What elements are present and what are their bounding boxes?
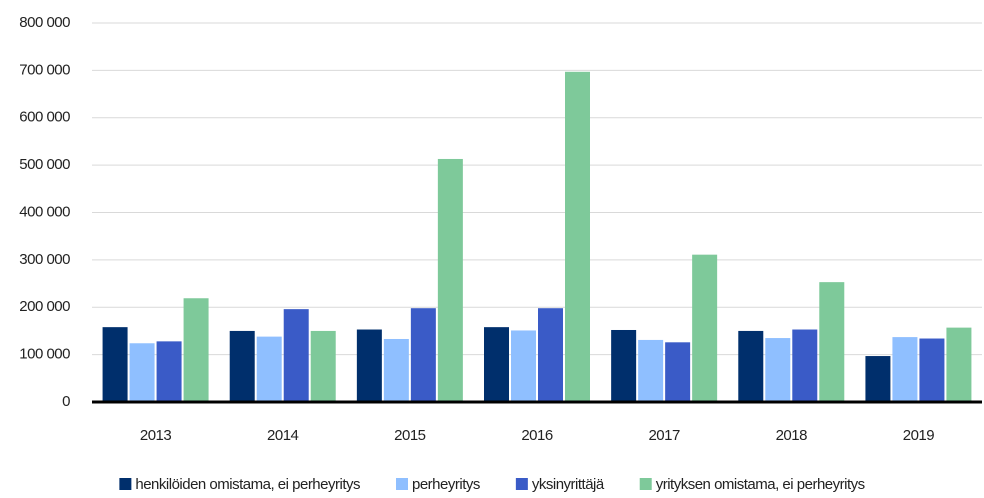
legend-label: henkilöiden omistama, ei perheyritys [135,476,360,493]
bar [765,338,791,402]
y-tick-label: 700 000 [19,61,70,78]
legend-marker [515,478,528,490]
y-tick-label: 100 000 [19,346,70,363]
bar [229,330,255,402]
legend-label: yksinyrittäjä [532,476,605,493]
bar [538,308,563,402]
bar [437,158,463,402]
bar [792,329,818,402]
bar [283,309,309,402]
bar [183,298,209,402]
y-tick-label: 400 000 [19,203,70,220]
x-tick-label: 2016 [521,427,553,444]
bar [565,71,590,402]
legend-marker [119,478,132,490]
legend-label: perheyritys [412,476,480,493]
bar [738,330,764,402]
bar [511,330,536,402]
bar [819,282,845,402]
x-tick-label: 2014 [267,427,299,444]
y-tick-label: 0 [62,393,70,410]
bar [129,343,155,402]
x-tick-label: 2015 [394,427,426,444]
x-tick-label: 2017 [648,427,680,444]
x-tick-label: 2019 [903,427,935,444]
y-tick-label: 200 000 [19,298,70,315]
bar [892,337,918,402]
bar [919,338,945,402]
bar [638,339,664,402]
y-tick-label: 600 000 [19,109,70,126]
legend-marker [396,478,408,490]
legend-marker [639,478,652,490]
y-tick-label: 300 000 [19,251,70,268]
bar [865,356,891,402]
bar [611,329,637,402]
bar [692,254,718,402]
y-tick-label: 800 000 [19,14,70,31]
bar [410,308,436,402]
y-tick-label: 500 000 [19,156,70,173]
bar [484,327,509,402]
bar [946,327,972,402]
bar [102,327,128,402]
legend-label: yrityksen omistama, ei perheyritys [656,476,865,493]
x-tick-label: 2018 [776,427,808,444]
bar [665,342,691,402]
x-tick-label: 2013 [140,427,172,444]
bar [256,336,282,402]
bar [383,338,409,402]
bar [156,341,182,402]
bar [356,329,382,402]
bar [310,330,336,402]
